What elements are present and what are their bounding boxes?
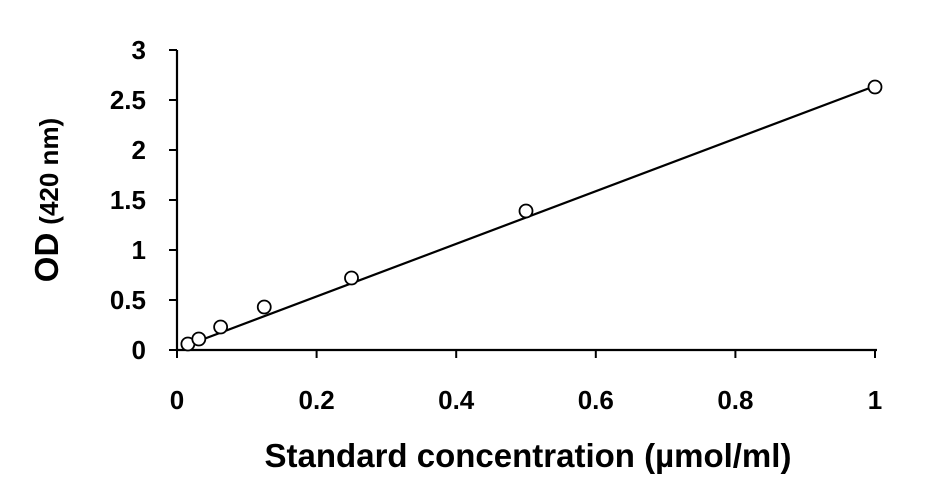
- y-tick-label: 1.5: [110, 185, 146, 215]
- y-axis-ticks: 0 0.5 1 1.5 2 2.5 3: [110, 35, 177, 365]
- y-tick-label: 0: [132, 335, 146, 365]
- x-tick-label: 0.6: [578, 385, 614, 415]
- x-tick-label: 0.2: [299, 385, 335, 415]
- y-tick-label: 3: [132, 35, 146, 65]
- x-tick-label: 1: [868, 385, 882, 415]
- y-axis-title-main: OD: [28, 233, 65, 283]
- data-point: [191, 331, 207, 347]
- y-tick-label: 2.5: [110, 85, 146, 115]
- y-axis-title: OD (420 nm): [28, 118, 65, 282]
- y-tick-label: 0.5: [110, 285, 146, 315]
- x-tick-label: 0: [170, 385, 184, 415]
- y-tick-label: 2: [132, 135, 146, 165]
- x-tick-label: 0.8: [717, 385, 753, 415]
- axes: [175, 50, 877, 352]
- data-point: [256, 299, 272, 315]
- data-point: [344, 270, 359, 286]
- data-point: [213, 319, 229, 335]
- data-point: [518, 203, 534, 219]
- y-tick-label: 1: [132, 235, 146, 265]
- x-axis-title: Standard concentration (µmol/ml): [265, 437, 792, 474]
- y-axis-title-unit: (420 nm): [34, 118, 64, 225]
- data-points: [180, 79, 883, 352]
- data-point: [867, 79, 883, 95]
- x-tick-label: 0.4: [438, 385, 475, 415]
- x-axis-ticks: 0 0.2 0.4 0.6 0.8 1: [170, 350, 882, 415]
